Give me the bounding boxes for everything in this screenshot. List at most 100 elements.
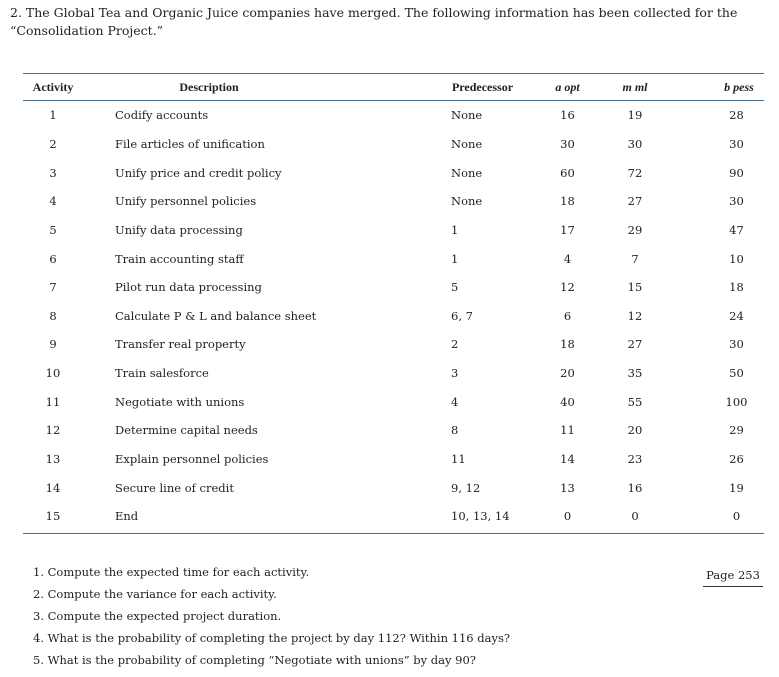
- cell-m-ml: 15: [627, 280, 643, 295]
- cell-b-pess: 10: [729, 251, 744, 266]
- cell-activity: 8: [49, 308, 57, 323]
- cell-b-pess: 29: [729, 423, 744, 438]
- cell-a-opt: 20: [560, 366, 575, 381]
- cell-predecessor: 4: [451, 394, 459, 409]
- cell-m-ml: 27: [627, 337, 643, 352]
- header-activity: Activity: [32, 79, 74, 94]
- cell-a-opt: 18: [560, 337, 575, 352]
- table-row: 10 Train salesforce 3 20 35 50: [23, 359, 764, 388]
- cell-a-opt: 60: [560, 165, 575, 180]
- cell-m-ml: 30: [627, 136, 643, 151]
- table-row: 8 Calculate P & L and balance sheet 6, 7 6 1…: [23, 301, 764, 330]
- cell-m-ml: 7: [631, 251, 639, 266]
- header-m-ml: m ml: [622, 79, 648, 94]
- cell-description: Unify personnel policies: [115, 194, 257, 209]
- cell-a-opt: 30: [560, 136, 575, 151]
- header-a-opt: a opt: [555, 79, 580, 94]
- question-item: 1. Compute the expected time for each ac…: [33, 565, 310, 579]
- table-row: 15 End 10, 13, 14 0 0 0: [23, 502, 764, 531]
- cell-m-ml: 29: [627, 222, 643, 237]
- table-row: 1 Codify accounts None 16 19 28: [23, 101, 764, 130]
- cell-description: Negotiate with unions: [115, 394, 245, 409]
- cell-description: Explain personnel policies: [115, 452, 269, 466]
- cell-b-pess: 47: [729, 222, 744, 237]
- cell-b-pess: 30: [729, 337, 744, 352]
- cell-b-pess: 30: [729, 136, 744, 151]
- cell-m-ml: 16: [627, 480, 643, 495]
- table-top-rule: [23, 73, 764, 74]
- cell-predecessor: 5: [451, 280, 459, 295]
- cell-activity: 14: [45, 480, 61, 495]
- table-bottom-rule: [23, 532, 764, 534]
- cell-activity: 5: [49, 222, 57, 237]
- table-row: 12 Determine capital needs 8 11 20 29: [23, 416, 764, 445]
- activity-table: Activity Description Predecessor a opt m…: [23, 73, 764, 534]
- cell-a-opt: 4: [563, 251, 572, 266]
- cell-description: Train salesforce: [115, 366, 209, 381]
- cell-b-pess: 50: [729, 366, 744, 381]
- cell-predecessor: 6, 7: [451, 308, 473, 323]
- question-item: 3. Compute the expected project duration…: [33, 609, 282, 623]
- cell-activity: 11: [45, 394, 61, 409]
- cell-m-ml: 55: [627, 394, 643, 409]
- cell-predecessor: None: [451, 108, 483, 123]
- header-predecessor: Predecessor: [451, 79, 514, 94]
- table-header-row: Activity Description Predecessor a opt m…: [23, 74, 764, 101]
- cell-predecessor: 3: [451, 366, 459, 381]
- header-description: Description: [179, 79, 239, 94]
- cell-b-pess: 30: [729, 194, 744, 209]
- cell-description: Codify accounts: [115, 108, 209, 123]
- cell-m-ml: 12: [627, 308, 643, 323]
- table-row: 9 Transfer real property 2 18 27 30: [23, 330, 764, 359]
- cell-description: Unify data processing: [115, 222, 243, 237]
- question-item: 2. Compute the variance for each activit…: [33, 587, 277, 601]
- cell-b-pess: 0: [732, 509, 741, 524]
- cell-activity: 9: [49, 337, 57, 352]
- cell-activity: 1: [49, 108, 57, 123]
- cell-predecessor: 8: [451, 423, 459, 438]
- cell-m-ml: 27: [627, 194, 643, 209]
- cell-description: File articles of unification: [115, 136, 265, 151]
- cell-b-pess: 18: [729, 280, 744, 295]
- table-row: 3 Unify price and credit policy None 60 72 90: [23, 158, 764, 187]
- cell-a-opt: 17: [560, 222, 575, 237]
- cell-m-ml: 72: [627, 165, 643, 180]
- question-item: 4. What is the probability of completing…: [33, 631, 511, 645]
- table-row: 13 Explain personnel policies 11 14 23 26: [23, 445, 764, 474]
- cell-predecessor: None: [451, 194, 483, 209]
- cell-m-ml: 20: [627, 423, 643, 438]
- cell-predecessor: 11: [451, 452, 466, 466]
- cell-m-ml: 35: [627, 366, 643, 381]
- table-body: 1 Codify accounts None 16 19 28 2 File articles…: [23, 101, 764, 531]
- cell-a-opt: 13: [560, 480, 575, 495]
- cell-activity: 12: [45, 423, 61, 438]
- cell-activity: 4: [49, 194, 57, 209]
- table-row: 2 File articles of unification None 30 30 30: [23, 130, 764, 159]
- cell-description: Secure line of credit: [115, 480, 234, 495]
- table-row: 4 Unify personnel policies None 18 27 30: [23, 187, 764, 216]
- cell-description: End: [115, 509, 139, 524]
- cell-a-opt: 14: [560, 452, 575, 466]
- cell-b-pess: 24: [729, 308, 744, 323]
- page-number-label: Page 253: [703, 563, 763, 587]
- cell-b-pess: 90: [729, 165, 744, 180]
- cell-b-pess: 19: [729, 480, 744, 495]
- cell-a-opt: 16: [560, 108, 575, 123]
- cell-b-pess: 28: [729, 108, 744, 123]
- table-row: 6 Train accounting staff 1 4 7 10: [23, 244, 764, 273]
- cell-predecessor: None: [451, 165, 483, 180]
- cell-a-opt: 0: [563, 509, 572, 524]
- cell-description: Unify price and credit policy: [115, 165, 282, 180]
- cell-m-ml: 0: [631, 509, 639, 524]
- cell-description: Calculate P & L and balance sheet: [115, 308, 317, 323]
- cell-predecessor: 1: [451, 222, 459, 237]
- table-row: 11 Negotiate with unions 4 40 55 100: [23, 387, 764, 416]
- cell-predecessor: 1: [451, 251, 459, 266]
- cell-b-pess: 100: [725, 394, 748, 409]
- problem-intro: 2. The Global Tea and Organic Juice comp…: [10, 5, 738, 38]
- cell-activity: 2: [49, 136, 57, 151]
- cell-predecessor: 9, 12: [451, 480, 481, 495]
- cell-m-ml: 23: [627, 452, 643, 466]
- cell-a-opt: 11: [560, 423, 575, 438]
- header-b-pess: b pess: [724, 79, 754, 94]
